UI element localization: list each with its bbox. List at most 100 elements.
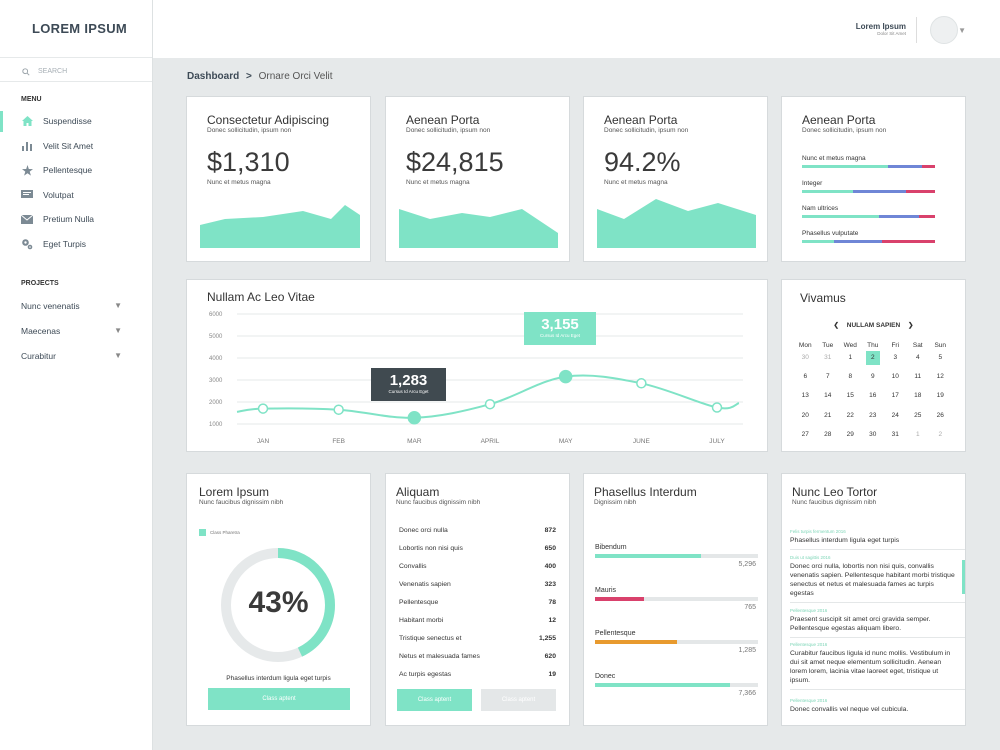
calendar-day[interactable]: 27 xyxy=(801,430,809,438)
card-title: Aenean Porta xyxy=(802,113,876,127)
calendar-day[interactable]: 13 xyxy=(801,392,809,400)
calendar-card: Vivamus ❮ NULLAM SAPIEN ❯ Mon Tue Wed Th… xyxy=(781,279,966,452)
chevron-down-icon[interactable]: ▼ xyxy=(958,26,966,35)
tooltip-subtitle: Cursus Id Arcu Eget xyxy=(539,333,581,338)
data-point[interactable] xyxy=(257,403,269,414)
breadcrumb-root[interactable]: Dashboard xyxy=(187,71,240,82)
bar-label: Mauris xyxy=(595,587,617,594)
donut-caption: Phasellus interdum ligula eget turpis xyxy=(226,675,331,682)
class-aptent-button[interactable]: Class aptent xyxy=(208,688,350,710)
calendar-day[interactable]: 6 xyxy=(803,373,808,381)
search-placeholder: SEARCH xyxy=(38,68,68,75)
chevron-left-icon[interactable]: ❮ xyxy=(833,322,839,329)
calendar-day[interactable]: 30 xyxy=(869,430,877,438)
calendar-day-selected[interactable]: 2 xyxy=(862,350,885,365)
calendar-day[interactable]: 28 xyxy=(824,430,832,438)
data-point[interactable] xyxy=(711,402,723,413)
calendar-day[interactable]: 1 xyxy=(848,354,853,362)
bar-label: Phasellus vulputate xyxy=(802,230,859,237)
legend-swatch xyxy=(199,529,206,536)
bar-fill xyxy=(595,597,644,601)
calendar-day[interactable]: 8 xyxy=(848,373,853,381)
calendar-day[interactable]: 22 xyxy=(846,411,854,419)
legend-label: Class Pharetra xyxy=(210,530,240,535)
card-subtitle: Donec sollicitudin, ipsum non xyxy=(802,127,887,134)
chevron-right-icon[interactable]: ❯ xyxy=(908,322,914,329)
calendar-month-nav: ❮ NULLAM SAPIEN ❯ xyxy=(782,321,965,329)
calendar-day[interactable]: 18 xyxy=(914,392,922,400)
project-item-maecenas[interactable]: Maecenas ▼ xyxy=(0,318,152,343)
list-item-value: 19 xyxy=(548,671,556,678)
calendar-day[interactable]: 26 xyxy=(936,411,944,419)
calendar-day[interactable]: 4 xyxy=(915,354,920,362)
bar-segment xyxy=(802,215,880,218)
class-aptent-primary-button[interactable]: Class aptent xyxy=(397,689,472,711)
calendar-day[interactable]: 20 xyxy=(801,411,809,419)
calendar-week: 30 31 1 2 3 4 5 xyxy=(794,348,952,367)
menu-item-label: Eget Turpis xyxy=(43,238,86,249)
calendar-day[interactable]: 3 xyxy=(893,354,898,362)
scrollbar-thumb[interactable] xyxy=(962,560,965,594)
calendar-day[interactable]: 31 xyxy=(824,354,832,362)
menu-item-eget-turpis[interactable]: Eget Turpis xyxy=(0,232,152,257)
bar-segment xyxy=(802,190,853,193)
gear-icon xyxy=(21,238,33,250)
stacked-bar xyxy=(802,215,935,218)
home-icon xyxy=(21,115,33,127)
search-input[interactable]: SEARCH xyxy=(0,62,152,82)
calendar-day[interactable]: 16 xyxy=(869,392,877,400)
menu-item-volutpat[interactable]: Volutpat xyxy=(0,183,152,208)
calendar-day[interactable]: 1 xyxy=(915,430,920,438)
project-item-curabitur[interactable]: Curabitur ▼ xyxy=(0,343,152,368)
app-logo[interactable]: LOREM IPSUM xyxy=(0,0,152,58)
avatar[interactable] xyxy=(930,16,958,44)
data-point[interactable] xyxy=(558,369,573,384)
calendar-day[interactable]: 11 xyxy=(914,373,922,381)
list-item-value: 1,255 xyxy=(538,635,556,642)
line-chart: 1000 2000 3000 4000 5000 6000 JAN FEB MAR APRIL MA… xyxy=(209,312,743,445)
data-point[interactable] xyxy=(636,378,647,389)
bar-fill xyxy=(595,640,677,644)
card-subtitle: Donec sollicitudin, ipsum non xyxy=(406,127,491,134)
calendar-day[interactable]: 23 xyxy=(869,411,877,419)
data-point[interactable] xyxy=(333,404,344,415)
list-item-label: Habitant morbi xyxy=(399,617,444,624)
chat-icon xyxy=(21,189,33,201)
calendar-day[interactable]: 17 xyxy=(891,392,899,400)
calendar-day[interactable]: 7 xyxy=(825,373,830,381)
calendar-day[interactable]: 9 xyxy=(870,373,875,381)
list-item-value: 400 xyxy=(544,563,556,570)
calendar-day[interactable]: 19 xyxy=(936,392,944,400)
menu-item-pellentesque[interactable]: Pellentesque xyxy=(0,158,152,183)
calendar-day[interactable]: 31 xyxy=(891,430,899,438)
stat-value: $1,310 xyxy=(207,147,290,177)
calendar-day[interactable]: 25 xyxy=(914,411,922,419)
calendar-day[interactable]: 10 xyxy=(891,373,899,381)
calendar-day[interactable]: 2 xyxy=(938,430,943,438)
bar-track xyxy=(595,554,758,558)
horizontal-bars-card: Phasellus Interdum Dignissim nibh Bibend… xyxy=(583,473,768,726)
calendar-day[interactable]: 30 xyxy=(801,354,809,362)
project-item-nunc-venenatis[interactable]: Nunc venenatis ▼ xyxy=(0,293,152,318)
x-tick-label: JULY xyxy=(709,438,725,445)
bar-fill xyxy=(595,554,701,558)
menu-item-velit-sit-amet[interactable]: Velit Sit Amet xyxy=(0,134,152,159)
data-point[interactable] xyxy=(407,411,422,425)
class-aptent-secondary-button[interactable]: Class aptent xyxy=(481,689,556,711)
card-title: Vivamus xyxy=(800,291,846,305)
calendar-day[interactable]: 14 xyxy=(824,392,832,400)
bar-fill xyxy=(595,683,731,687)
calendar-day[interactable]: 21 xyxy=(824,411,832,419)
user-info[interactable]: Lorem Ipsum Dolor Sit Amet xyxy=(856,22,906,36)
calendar-day[interactable]: 15 xyxy=(846,392,854,400)
menu-item-suspendisse[interactable]: Suspendisse xyxy=(0,109,152,134)
calendar-day[interactable]: 12 xyxy=(936,373,944,381)
breadcrumb: Dashboard > Ornare Orci Velit xyxy=(187,71,333,82)
calendar-day[interactable]: 5 xyxy=(938,354,943,362)
bar-label: Nam ultrices xyxy=(802,205,839,212)
data-point[interactable] xyxy=(484,398,496,410)
projects-heading: PROJECTS xyxy=(21,280,59,287)
menu-item-pretium-nulla[interactable]: Pretium Nulla xyxy=(0,207,152,232)
calendar-day[interactable]: 29 xyxy=(846,430,854,438)
calendar-day[interactable]: 24 xyxy=(891,411,899,419)
